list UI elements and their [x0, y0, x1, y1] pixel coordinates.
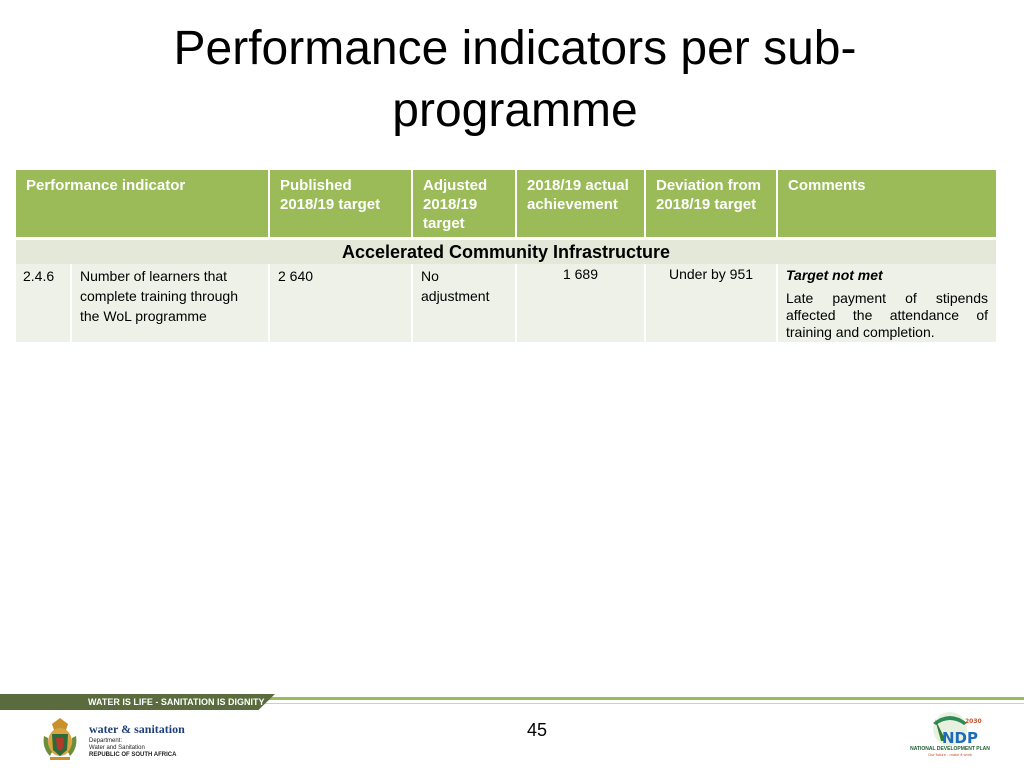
deviation-value: Under by 951 — [646, 264, 778, 342]
svg-text:NDP: NDP — [942, 729, 978, 747]
performance-table: Performance indicator Published 2018/19 … — [16, 170, 996, 342]
comment-title: Target not met — [786, 267, 883, 283]
column-header-adjusted-target: Adjusted 2018/19 target — [413, 170, 517, 237]
department-name: water & sanitation — [89, 722, 185, 736]
department-logo: water & sanitation Department: Water and… — [38, 716, 198, 762]
footer-divider-thin — [258, 703, 1024, 704]
page-number: 45 — [526, 720, 548, 740]
comment-body: Late payment of stipends affected the at… — [786, 290, 988, 340]
coat-of-arms-icon — [43, 718, 77, 760]
ndp-logo: 2030 NDP NATIONAL DEVELOPMENT PLAN Our f… — [908, 711, 992, 763]
ndp-name: NATIONAL DEVELOPMENT PLAN — [910, 746, 990, 752]
column-header-indicator: Performance indicator — [16, 170, 270, 237]
column-header-published-target: Published 2018/19 target — [270, 170, 413, 237]
column-header-actual-achievement: 2018/19 actual achievement — [517, 170, 646, 237]
table-row: 2.4.6 Number of learners that complete t… — [16, 264, 996, 342]
adjusted-target-value: No adjustment — [413, 264, 517, 342]
comment-cell: Target not met Late payment of stipends … — [778, 264, 996, 342]
column-header-deviation: Deviation from 2018/19 target — [646, 170, 778, 237]
department-subtitle: Department: Water and Sanitation REPUBLI… — [89, 738, 177, 758]
svg-text:2030: 2030 — [965, 718, 982, 725]
indicator-code: 2.4.6 — [16, 264, 72, 342]
footer-slogan: WATER IS LIFE - SANITATION IS DIGNITY — [0, 694, 275, 710]
footer-divider — [262, 697, 1024, 700]
page-title: Performance indicators per sub-programme — [173, 22, 857, 137]
section-heading: Accelerated Community Infrastructure — [16, 240, 996, 264]
column-header-comments: Comments — [778, 170, 996, 237]
ndp-tagline: Our future - make it work — [927, 752, 972, 757]
published-target-value: 2 640 — [270, 264, 413, 342]
ndp-emblem-icon: 2030 NDP — [933, 712, 982, 747]
indicator-description: Number of learners that complete trainin… — [72, 264, 270, 342]
table-header-row: Performance indicator Published 2018/19 … — [16, 170, 996, 237]
footer-band: WATER IS LIFE - SANITATION IS DIGNITY — [0, 694, 1024, 712]
actual-achievement-value: 1 689 — [517, 264, 646, 342]
